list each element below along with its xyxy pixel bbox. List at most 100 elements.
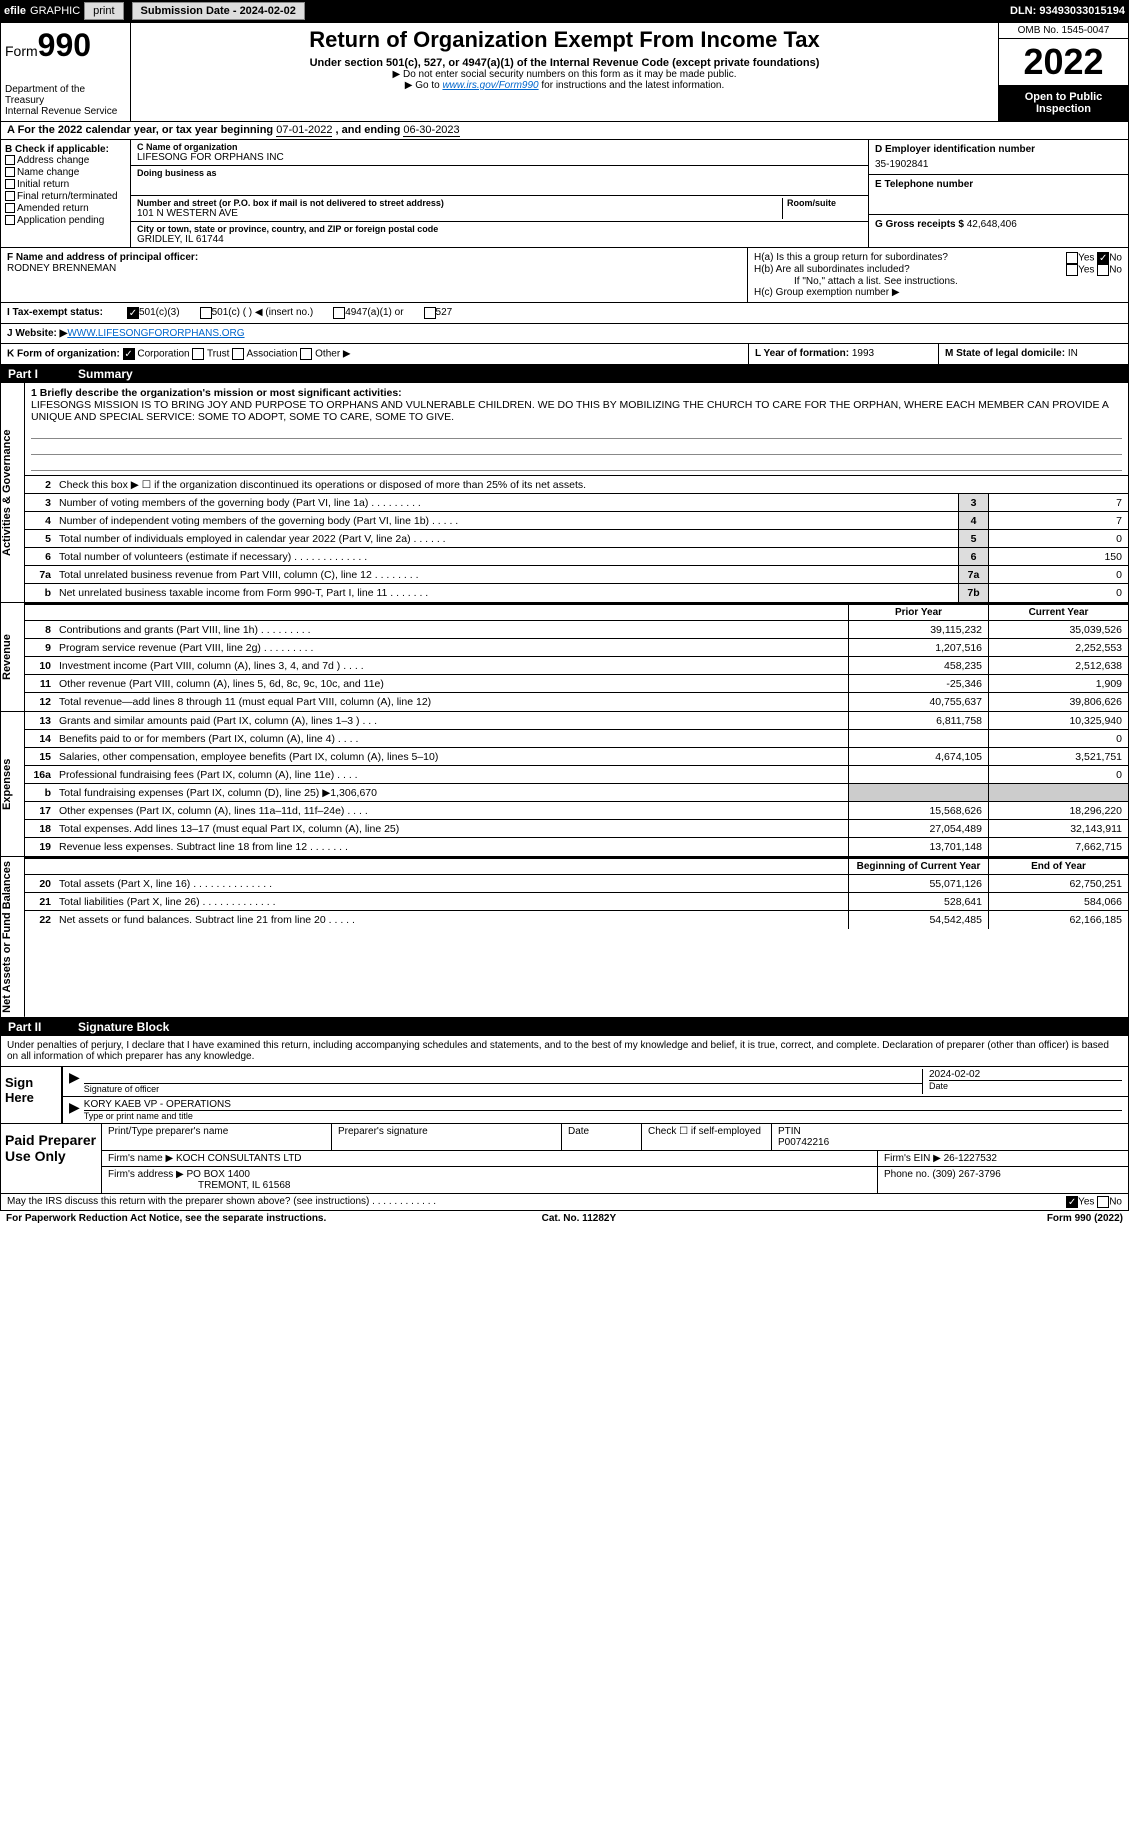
ssn-note: ▶ Do not enter social security numbers o… (139, 69, 990, 80)
header-right: OMB No. 1545-0047 2022 Open to Public In… (998, 23, 1128, 121)
part1-num: Part I (8, 367, 78, 381)
print-button[interactable]: print (84, 2, 123, 20)
col-m-state: M State of legal domicile: IN (938, 344, 1128, 364)
line-5: 5Total number of individuals employed in… (25, 530, 1128, 548)
dept-label: Department of the Treasury (5, 84, 126, 106)
chk-501c3[interactable]: ✓ (127, 307, 139, 319)
website-label: J Website: ▶ (7, 328, 67, 339)
efile-header-bar: efile GRAPHIC print Submission Date - 20… (0, 0, 1129, 22)
discuss-row: May the IRS discuss this return with the… (0, 1194, 1129, 1211)
line-8: 8Contributions and grants (Part VIII, li… (25, 621, 1128, 639)
discuss-no-checkbox[interactable] (1097, 1196, 1109, 1208)
mission-text: LIFESONGS MISSION IS TO BRING JOY AND PU… (31, 399, 1122, 423)
chk-application-pending[interactable]: Application pending (5, 215, 126, 226)
efile-label: efile (4, 5, 26, 17)
side-netassets: Net Assets or Fund Balances (1, 857, 25, 1017)
header-mid: Return of Organization Exempt From Incom… (131, 23, 998, 121)
hb-no-checkbox[interactable] (1097, 264, 1109, 276)
chk-name-change[interactable]: Name change (5, 167, 126, 178)
col-b-checkboxes: B Check if applicable: Address change Na… (1, 140, 131, 247)
side-revenue: Revenue (1, 603, 25, 711)
paid-preparer-block: Paid Preparer Use Only Print/Type prepar… (0, 1124, 1129, 1194)
chk-address-change[interactable]: Address change (5, 155, 126, 166)
ha-no-checkbox[interactable]: ✓ (1097, 252, 1109, 264)
hb-label: H(b) Are all subordinates included? (754, 264, 910, 276)
col-k-form-org: K Form of organization: ✓ Corporation Tr… (1, 344, 748, 364)
col-c-org-info: C Name of organization LIFESONG FOR ORPH… (131, 140, 868, 247)
chk-trust[interactable] (192, 348, 204, 360)
chk-corporation[interactable]: ✓ (123, 348, 135, 360)
hb-note: If "No," attach a list. See instructions… (754, 276, 1122, 287)
open-public-badge: Open to Public Inspection (999, 85, 1128, 121)
firm-addr2: TREMONT, IL 61568 (108, 1180, 290, 1191)
tax-status-label: I Tax-exempt status: (7, 307, 127, 319)
line-3: 3Number of voting members of the governi… (25, 494, 1128, 512)
part2-title: Signature Block (78, 1020, 169, 1034)
ein-value: 35-1902841 (875, 159, 1122, 170)
officer-name: RODNEY BRENNEMAN (7, 263, 741, 274)
line-6: 6Total number of volunteers (estimate if… (25, 548, 1128, 566)
name-title-label: Type or print name and title (84, 1110, 1122, 1121)
firm-name-label: Firm's name ▶ (108, 1153, 173, 1164)
summary-body: Activities & Governance 1 Briefly descri… (0, 383, 1129, 603)
discuss-yes-checkbox[interactable]: ✓ (1066, 1196, 1078, 1208)
form-label: Form (5, 43, 38, 59)
website-link[interactable]: WWW.LIFESONGFORORPHANS.ORG (67, 328, 244, 339)
preparer-sig-hdr: Preparer's signature (332, 1124, 562, 1150)
year-begin: 07-01-2022 (276, 124, 332, 137)
header-left: Form990 Department of the Treasury Inter… (1, 23, 131, 121)
chk-association[interactable] (232, 348, 244, 360)
phone-label: E Telephone number (875, 179, 1122, 190)
chk-amended-return[interactable]: Amended return (5, 203, 126, 214)
chk-final-return[interactable]: Final return/terminated (5, 191, 126, 202)
row-klm: K Form of organization: ✓ Corporation Tr… (0, 344, 1129, 365)
chk-other[interactable] (300, 348, 312, 360)
chk-527[interactable] (424, 307, 436, 319)
col-headers-net: Beginning of Current Year End of Year (25, 857, 1128, 875)
ein-label: D Employer identification number (875, 144, 1122, 155)
dln-label: DLN: 93493033015194 (1010, 5, 1125, 17)
form-number: 990 (38, 27, 91, 63)
form-title: Return of Organization Exempt From Incom… (139, 27, 990, 53)
line-14: 14Benefits paid to or for members (Part … (25, 730, 1128, 748)
col-b-label: B Check if applicable: (5, 144, 126, 155)
ha-yes-checkbox[interactable] (1066, 252, 1078, 264)
omb-number: OMB No. 1545-0047 (999, 23, 1128, 39)
firm-ein-label: Firm's EIN ▶ (884, 1153, 941, 1164)
hb-yes-checkbox[interactable] (1066, 264, 1078, 276)
city-state-zip: GRIDLEY, IL 61744 (137, 234, 862, 245)
arrow-icon: ▶ (69, 1099, 80, 1121)
part1-header: Part I Summary (0, 365, 1129, 383)
hc-label: H(c) Group exemption number ▶ (754, 287, 1122, 298)
hdr-prior-year: Prior Year (848, 605, 988, 620)
row-j-website: J Website: ▶ WWW.LIFESONGFORORPHANS.ORG (0, 324, 1129, 344)
line-13: 13Grants and similar amounts paid (Part … (25, 712, 1128, 730)
firm-addr-label: Firm's address ▶ (108, 1169, 184, 1180)
ptin-label: PTIN (778, 1126, 1122, 1137)
line-b: bNet unrelated business taxable income f… (25, 584, 1128, 602)
graphic-label: GRAPHIC (30, 5, 80, 17)
line-15: 15Salaries, other compensation, employee… (25, 748, 1128, 766)
row-i-tax-status: I Tax-exempt status: ✓ 501(c)(3) 501(c) … (0, 303, 1129, 324)
line-4: 4Number of independent voting members of… (25, 512, 1128, 530)
form-subtitle: Under section 501(c), 527, or 4947(a)(1)… (139, 57, 990, 69)
tax-year: 2022 (999, 39, 1128, 85)
year-end: 06-30-2023 (403, 124, 459, 137)
ha-label: H(a) Is this a group return for subordin… (754, 252, 948, 264)
addr-label: Number and street (or P.O. box if mail i… (137, 198, 782, 208)
chk-501c[interactable] (200, 307, 212, 319)
sig-date-label: Date (929, 1080, 1122, 1091)
chk-4947[interactable] (333, 307, 345, 319)
submission-date-button[interactable]: Submission Date - 2024-02-02 (132, 2, 305, 20)
line-21: 21Total liabilities (Part X, line 26) . … (25, 893, 1128, 911)
sig-intro: Under penalties of perjury, I declare th… (0, 1036, 1129, 1067)
line-10: 10Investment income (Part VIII, column (… (25, 657, 1128, 675)
sig-date: 2024-02-02 (929, 1069, 1122, 1080)
netassets-body: Net Assets or Fund Balances Beginning of… (0, 857, 1129, 1018)
row-a-tax-year: A For the 2022 calendar year, or tax yea… (0, 122, 1129, 140)
col-d-ein: D Employer identification number 35-1902… (868, 140, 1128, 247)
irs-link[interactable]: www.irs.gov/Form990 (442, 80, 538, 91)
hdr-current-year: Current Year (988, 605, 1128, 620)
form-ref: Form 990 (2022) (1047, 1213, 1123, 1224)
chk-initial-return[interactable]: Initial return (5, 179, 126, 190)
